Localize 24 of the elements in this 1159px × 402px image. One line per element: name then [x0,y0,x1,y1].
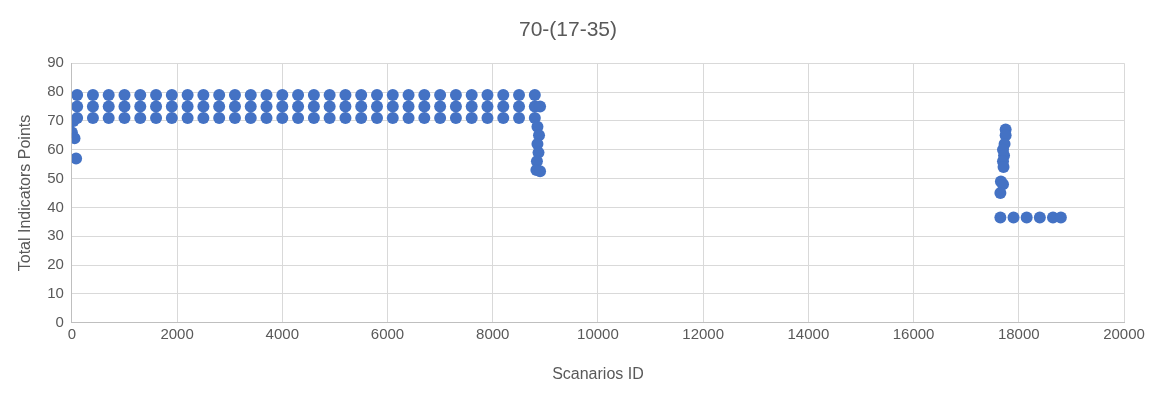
x-tick-label: 10000 [577,324,619,342]
y-tick-label: 90 [47,53,64,71]
x-tick-label: 8000 [476,324,510,342]
x-tick-label: 14000 [787,324,830,342]
y-tick-label: 30 [47,226,64,244]
x-tick-label: 18000 [997,324,1040,342]
y-tick-label: 60 [47,139,64,157]
x-axis-title: Scanarios ID [552,364,644,382]
x-tick-label: 0 [67,324,77,342]
y-tick-label: 0 [55,312,64,330]
y-tick-label: 80 [47,82,64,100]
x-tick-label: 16000 [892,324,935,342]
y-tick-label: 20 [47,255,64,273]
x-tick-label: 2000 [160,324,194,342]
y-tick-label: 40 [47,197,64,215]
x-tick-label: 12000 [682,324,725,342]
x-tick-label: 4000 [265,324,299,342]
y-tick-label: 70 [47,111,64,129]
chart-title: 70-(17-35) [518,17,618,41]
x-tick-label: 6000 [370,324,405,342]
y-axis-title: Total Indicators Points [16,114,34,272]
y-tick-label: 10 [47,284,64,302]
y-tick-label: 50 [47,168,64,186]
x-tick-label: 20000 [1103,324,1145,342]
